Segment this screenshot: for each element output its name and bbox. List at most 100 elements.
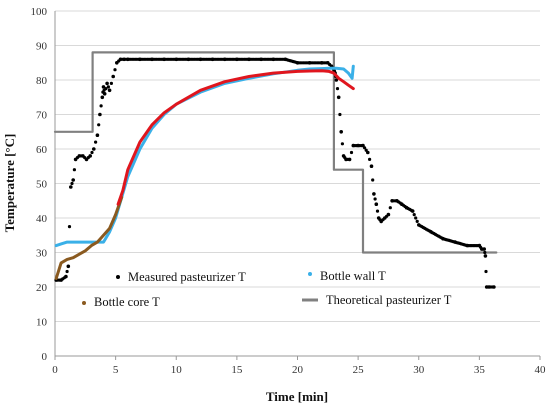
y-tick-40: 40 — [36, 213, 48, 225]
data-point — [69, 185, 73, 189]
x-tick-40: 40 — [535, 364, 547, 376]
data-point-fill — [464, 243, 468, 247]
data-point-fill — [335, 87, 340, 91]
data-point-fill — [368, 157, 372, 161]
y-tick-labels: 0 10 20 30 40 50 60 70 80 90 100 — [31, 6, 48, 363]
legend-label-bottle-wall: Bottle wall T — [320, 269, 386, 283]
data-point-fill — [427, 229, 431, 233]
data-point-fill — [388, 206, 392, 210]
data-point-fill — [90, 150, 94, 155]
x-tick-0: 0 — [52, 364, 58, 376]
data-point-fill — [294, 60, 298, 64]
series-0 — [53, 51, 498, 254]
data-point-fill — [375, 209, 380, 213]
data-point — [71, 178, 75, 182]
data-point — [334, 78, 339, 82]
y-tick-90: 90 — [36, 41, 48, 53]
x-axis-title: Time [min] — [266, 389, 328, 404]
x-tick-15: 15 — [231, 364, 243, 376]
data-point-fill — [161, 57, 165, 61]
data-point-fill — [258, 57, 262, 61]
data-point-fill — [318, 61, 322, 65]
y-tick-10: 10 — [36, 317, 48, 329]
legend-marker-bottle-wall — [308, 272, 312, 276]
x-tick-35: 35 — [474, 364, 486, 376]
y-tick-100: 100 — [31, 6, 48, 18]
data-point-fill — [476, 244, 480, 248]
data-point-fill — [306, 61, 310, 65]
x-tick-5: 5 — [113, 364, 119, 376]
data-point-fill — [136, 57, 140, 61]
data-point-fill — [490, 285, 494, 289]
data-point-fill — [371, 178, 375, 182]
data-point-fill — [70, 181, 74, 186]
x-tick-30: 30 — [413, 364, 425, 376]
data-point-fill — [117, 59, 121, 63]
series-layer — [53, 51, 498, 289]
data-point-fill — [340, 142, 344, 146]
data-point-fill — [57, 278, 62, 282]
data-point — [92, 147, 96, 151]
data-point-fill — [324, 61, 328, 65]
series-1 — [54, 57, 496, 289]
data-point-fill — [398, 201, 402, 205]
data-point — [372, 192, 376, 196]
data-point-fill — [483, 250, 487, 255]
y-tick-30: 30 — [36, 248, 48, 260]
y-tick-60: 60 — [36, 144, 48, 156]
data-point — [111, 74, 115, 79]
data-point-fill — [481, 247, 485, 251]
legend: Measured pasteurizer T Bottle wall T Bot… — [82, 269, 452, 309]
data-point-fill — [354, 144, 359, 148]
data-point-fill — [106, 85, 110, 89]
x-tick-10: 10 — [171, 364, 183, 376]
legend-marker-bottle-core — [82, 301, 86, 305]
y-axis-title: Temperature [°C] — [2, 134, 17, 233]
data-point-fill — [86, 156, 90, 160]
data-point-fill — [113, 68, 117, 72]
series-4 — [116, 69, 355, 206]
y-tick-20: 20 — [36, 282, 48, 294]
data-point-fill — [381, 218, 385, 222]
data-point-fill — [415, 219, 419, 223]
data-point-fill — [452, 240, 456, 244]
y-tick-80: 80 — [36, 75, 48, 87]
axes — [54, 11, 541, 360]
data-point-fill — [359, 144, 363, 148]
data-point — [66, 264, 71, 269]
data-point-fill — [97, 123, 101, 127]
data-point-fill — [363, 146, 367, 150]
data-point-fill — [197, 57, 201, 61]
data-point-fill — [233, 57, 237, 61]
y-tick-0: 0 — [42, 351, 48, 363]
data-point-fill — [67, 225, 72, 229]
data-point — [339, 130, 344, 134]
data-point-fill — [484, 269, 488, 274]
data-point-fill — [94, 140, 98, 144]
legend-label-theoretical-pasteurizer: Theoretical pasteurizer T — [326, 293, 452, 307]
data-point-fill — [282, 57, 286, 61]
data-point-fill — [185, 57, 189, 61]
series-line-0 — [53, 51, 498, 254]
data-point-fill — [270, 57, 274, 61]
data-point-fill — [109, 81, 113, 85]
series-line-4 — [116, 69, 355, 206]
legend-marker-measured-pasteurizer — [116, 275, 120, 279]
data-point-fill — [75, 156, 79, 160]
data-point — [483, 254, 488, 258]
series-line-3 — [54, 195, 124, 280]
data-point-fill — [148, 57, 153, 61]
data-point — [105, 81, 109, 86]
data-point-fill — [328, 62, 332, 67]
data-point — [107, 88, 112, 93]
data-point-fill — [439, 236, 444, 240]
data-point-fill — [120, 57, 124, 61]
data-point-fill — [65, 269, 69, 274]
y-tick-70: 70 — [36, 110, 48, 122]
data-point-fill — [364, 148, 368, 152]
data-point-fill — [393, 199, 397, 203]
data-point-fill — [479, 245, 483, 249]
data-point-fill — [412, 213, 416, 217]
data-point-fill — [83, 156, 87, 160]
